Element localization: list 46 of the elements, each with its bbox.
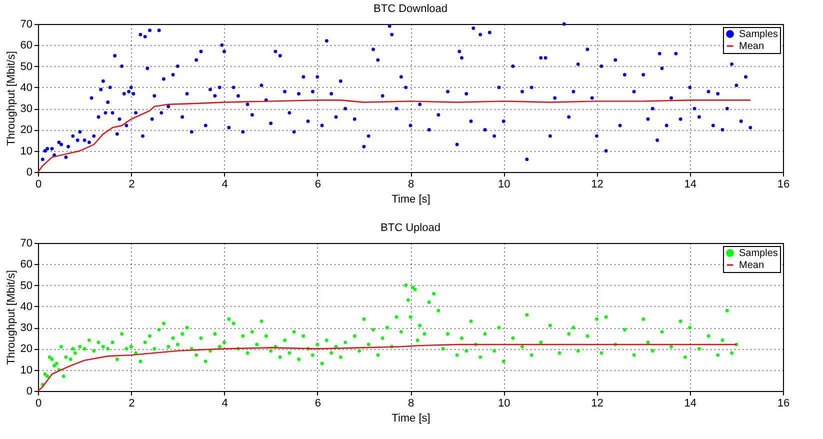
x-tick-label: 10 xyxy=(498,398,510,410)
x-tick-label: 4 xyxy=(222,398,228,410)
x-tick-label: 4 xyxy=(222,178,228,190)
y-tick-label: 70 xyxy=(20,18,32,30)
x-tick-label: 16 xyxy=(777,398,790,410)
y-tick-label: 10 xyxy=(20,145,32,158)
y-tick-label: 30 xyxy=(20,103,32,116)
x-tick-label: 0 xyxy=(35,178,42,190)
y-tick-label: 20 xyxy=(20,124,32,136)
x-tick-label: 6 xyxy=(314,398,321,410)
y-axis-title: Throughput [Mbit/s] xyxy=(5,270,18,365)
y-tick-label: 0 xyxy=(26,166,32,178)
x-tick-label: 10 xyxy=(498,178,510,190)
legend-label: Mean xyxy=(739,41,764,52)
y-tick-label: 30 xyxy=(20,322,32,334)
y-tick-label: 10 xyxy=(20,364,32,376)
x-tick-label: 8 xyxy=(408,398,414,410)
x-tick-label: 14 xyxy=(684,178,696,190)
x-tick-label: 16 xyxy=(777,178,790,190)
x-tick-label: 14 xyxy=(684,398,696,410)
line-series xyxy=(37,100,752,173)
y-tick-label: 40 xyxy=(20,82,32,94)
x-axis-title: Time [s] xyxy=(392,412,430,424)
x-axis-title: Time [s] xyxy=(392,194,430,206)
x-tick-label: 8 xyxy=(408,178,414,190)
x-tick-label: 2 xyxy=(128,398,135,410)
y-axis-title: Throughput [Mbit/s] xyxy=(5,51,18,146)
y-tick-label: 20 xyxy=(20,343,32,356)
y-tick-label: 50 xyxy=(20,280,32,292)
x-tick-label: 0 xyxy=(35,398,42,410)
x-tick-label: 12 xyxy=(591,398,604,410)
y-tick-label: 0 xyxy=(26,386,32,398)
y-tick-label: 60 xyxy=(20,258,32,271)
legend-label: Mean xyxy=(739,260,764,271)
y-tick-label: 40 xyxy=(20,300,32,313)
legend-label: Samples xyxy=(739,29,778,40)
y-tick-label: 70 xyxy=(20,238,32,250)
line-series xyxy=(37,344,738,392)
x-tick-label: 12 xyxy=(591,178,604,190)
chart-title: BTC Upload xyxy=(380,222,440,234)
legend-label: Samples xyxy=(739,248,778,259)
x-tick-label: 6 xyxy=(314,178,321,190)
y-tick-label: 50 xyxy=(20,60,32,73)
x-tick-label: 2 xyxy=(128,178,135,190)
chart-title: BTC Download xyxy=(374,3,448,15)
y-tick-label: 60 xyxy=(20,40,32,52)
